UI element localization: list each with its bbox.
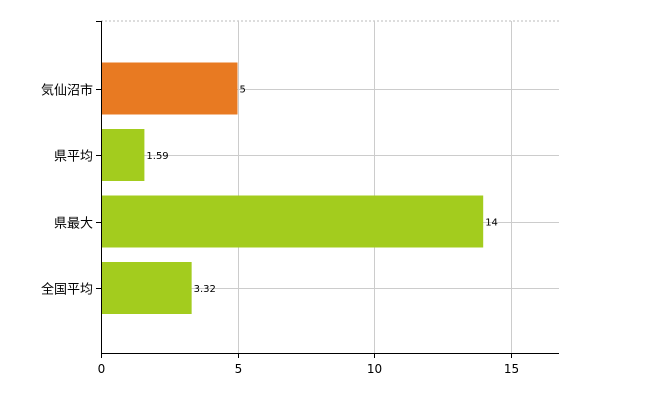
x-tick-label: 15 bbox=[504, 362, 519, 376]
x-tick-label: 0 bbox=[98, 362, 106, 376]
axes bbox=[96, 21, 559, 358]
category-label: 県最大 bbox=[54, 217, 93, 232]
x-tick-label: 5 bbox=[235, 362, 243, 376]
data-label: 3.32 bbox=[194, 284, 216, 295]
data-label: 1.59 bbox=[146, 151, 168, 162]
bar bbox=[101, 195, 484, 248]
x-tick-label: 10 bbox=[367, 362, 382, 376]
bar bbox=[101, 262, 192, 314]
category-label: 県平均 bbox=[54, 150, 93, 165]
category-label: 全国平均 bbox=[41, 282, 93, 298]
bar bbox=[101, 62, 238, 115]
category-label: 気仙沼市 bbox=[41, 83, 93, 99]
data-label: 14 bbox=[485, 218, 498, 229]
data-label: 5 bbox=[240, 85, 246, 96]
bars bbox=[101, 62, 484, 314]
bar bbox=[101, 129, 145, 181]
